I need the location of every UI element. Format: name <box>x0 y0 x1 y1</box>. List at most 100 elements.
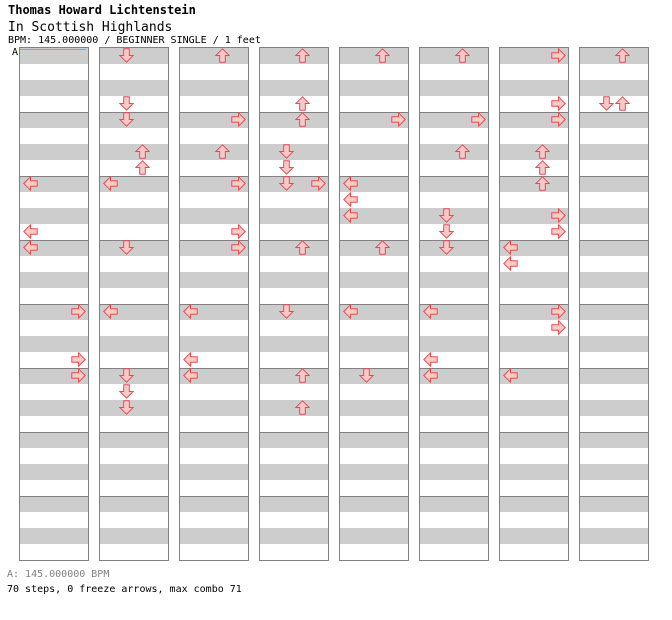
down-arrow-icon <box>439 240 454 255</box>
measure-line <box>420 432 488 433</box>
left-arrow-icon <box>503 240 518 255</box>
beat-band <box>100 464 168 480</box>
beat-band <box>100 144 168 160</box>
beat-band <box>420 528 488 544</box>
beat-band <box>420 240 488 256</box>
beat-band <box>340 272 408 288</box>
beat-band <box>180 496 248 512</box>
beat-band <box>20 240 88 256</box>
beat-band <box>100 208 168 224</box>
beat-band <box>20 496 88 512</box>
beat-band <box>260 528 328 544</box>
beat-band <box>500 240 568 256</box>
down-arrow-icon <box>359 368 374 383</box>
left-arrow-icon <box>503 368 518 383</box>
up-arrow-icon <box>375 48 390 63</box>
measure-line <box>260 496 328 497</box>
beat-band <box>260 304 328 320</box>
up-arrow-icon <box>135 144 150 159</box>
down-arrow-icon <box>279 304 294 319</box>
measure-line <box>260 304 328 305</box>
measure-line <box>500 240 568 241</box>
measure-line <box>340 496 408 497</box>
measure-line <box>100 368 168 369</box>
beat-band <box>180 48 248 64</box>
down-arrow-icon <box>439 224 454 239</box>
artist-name: Thomas Howard Lichtenstein <box>8 3 196 17</box>
measure-line <box>580 240 648 241</box>
beat-band <box>340 496 408 512</box>
measure-line <box>100 176 168 177</box>
right-arrow-icon <box>551 320 566 335</box>
beat-band <box>500 400 568 416</box>
step-stats: 70 steps, 0 freeze arrows, max combo 71 <box>7 584 242 595</box>
up-arrow-icon <box>535 160 550 175</box>
measure-line <box>180 240 248 241</box>
measure-line <box>580 496 648 497</box>
measure-line <box>260 112 328 113</box>
beat-band <box>500 304 568 320</box>
measure-line <box>580 176 648 177</box>
beat-band <box>580 176 648 192</box>
beat-band <box>580 144 648 160</box>
beat-band <box>20 176 88 192</box>
beat-band <box>20 368 88 384</box>
beat-band <box>420 496 488 512</box>
beat-band <box>260 48 328 64</box>
beat-band <box>100 336 168 352</box>
up-arrow-icon <box>135 160 150 175</box>
right-arrow-icon <box>231 224 246 239</box>
measure-line <box>420 368 488 369</box>
up-arrow-icon <box>295 96 310 111</box>
left-arrow-icon <box>183 352 198 367</box>
down-arrow-icon <box>279 176 294 191</box>
chart-column-7 <box>499 47 569 561</box>
beat-band <box>180 368 248 384</box>
measure-line <box>340 112 408 113</box>
beat-band <box>580 464 648 480</box>
beat-band <box>180 176 248 192</box>
measure-line <box>500 176 568 177</box>
left-arrow-icon <box>183 304 198 319</box>
up-arrow-icon <box>215 144 230 159</box>
left-arrow-icon <box>103 176 118 191</box>
beat-band <box>100 528 168 544</box>
right-arrow-icon <box>471 112 486 127</box>
down-arrow-icon <box>119 112 134 127</box>
right-arrow-icon <box>231 240 246 255</box>
left-arrow-icon <box>343 304 358 319</box>
chart-column-4 <box>259 47 329 561</box>
chart-column-3 <box>179 47 249 561</box>
left-arrow-icon <box>343 192 358 207</box>
measure-line <box>100 496 168 497</box>
beat-band <box>340 144 408 160</box>
beat-band <box>180 208 248 224</box>
beat-band <box>420 112 488 128</box>
measure-line <box>340 240 408 241</box>
beat-band <box>580 272 648 288</box>
measure-line <box>340 368 408 369</box>
measure-line <box>500 368 568 369</box>
measure-line <box>340 432 408 433</box>
measure-line <box>580 368 648 369</box>
beat-band <box>180 432 248 448</box>
up-arrow-icon <box>215 48 230 63</box>
beat-band <box>180 400 248 416</box>
beat-band <box>180 112 248 128</box>
beat-band <box>500 176 568 192</box>
left-arrow-icon <box>183 368 198 383</box>
beat-band <box>500 528 568 544</box>
beat-band <box>260 496 328 512</box>
measure-line <box>500 432 568 433</box>
left-arrow-icon <box>23 176 38 191</box>
chart-column-2 <box>99 47 169 561</box>
measure-line <box>420 304 488 305</box>
beat-band <box>420 208 488 224</box>
beat-band <box>100 48 168 64</box>
beat-band <box>580 208 648 224</box>
beat-band <box>500 272 568 288</box>
beat-band <box>500 432 568 448</box>
beat-band <box>260 368 328 384</box>
down-arrow-icon <box>279 160 294 175</box>
left-arrow-icon <box>343 208 358 223</box>
